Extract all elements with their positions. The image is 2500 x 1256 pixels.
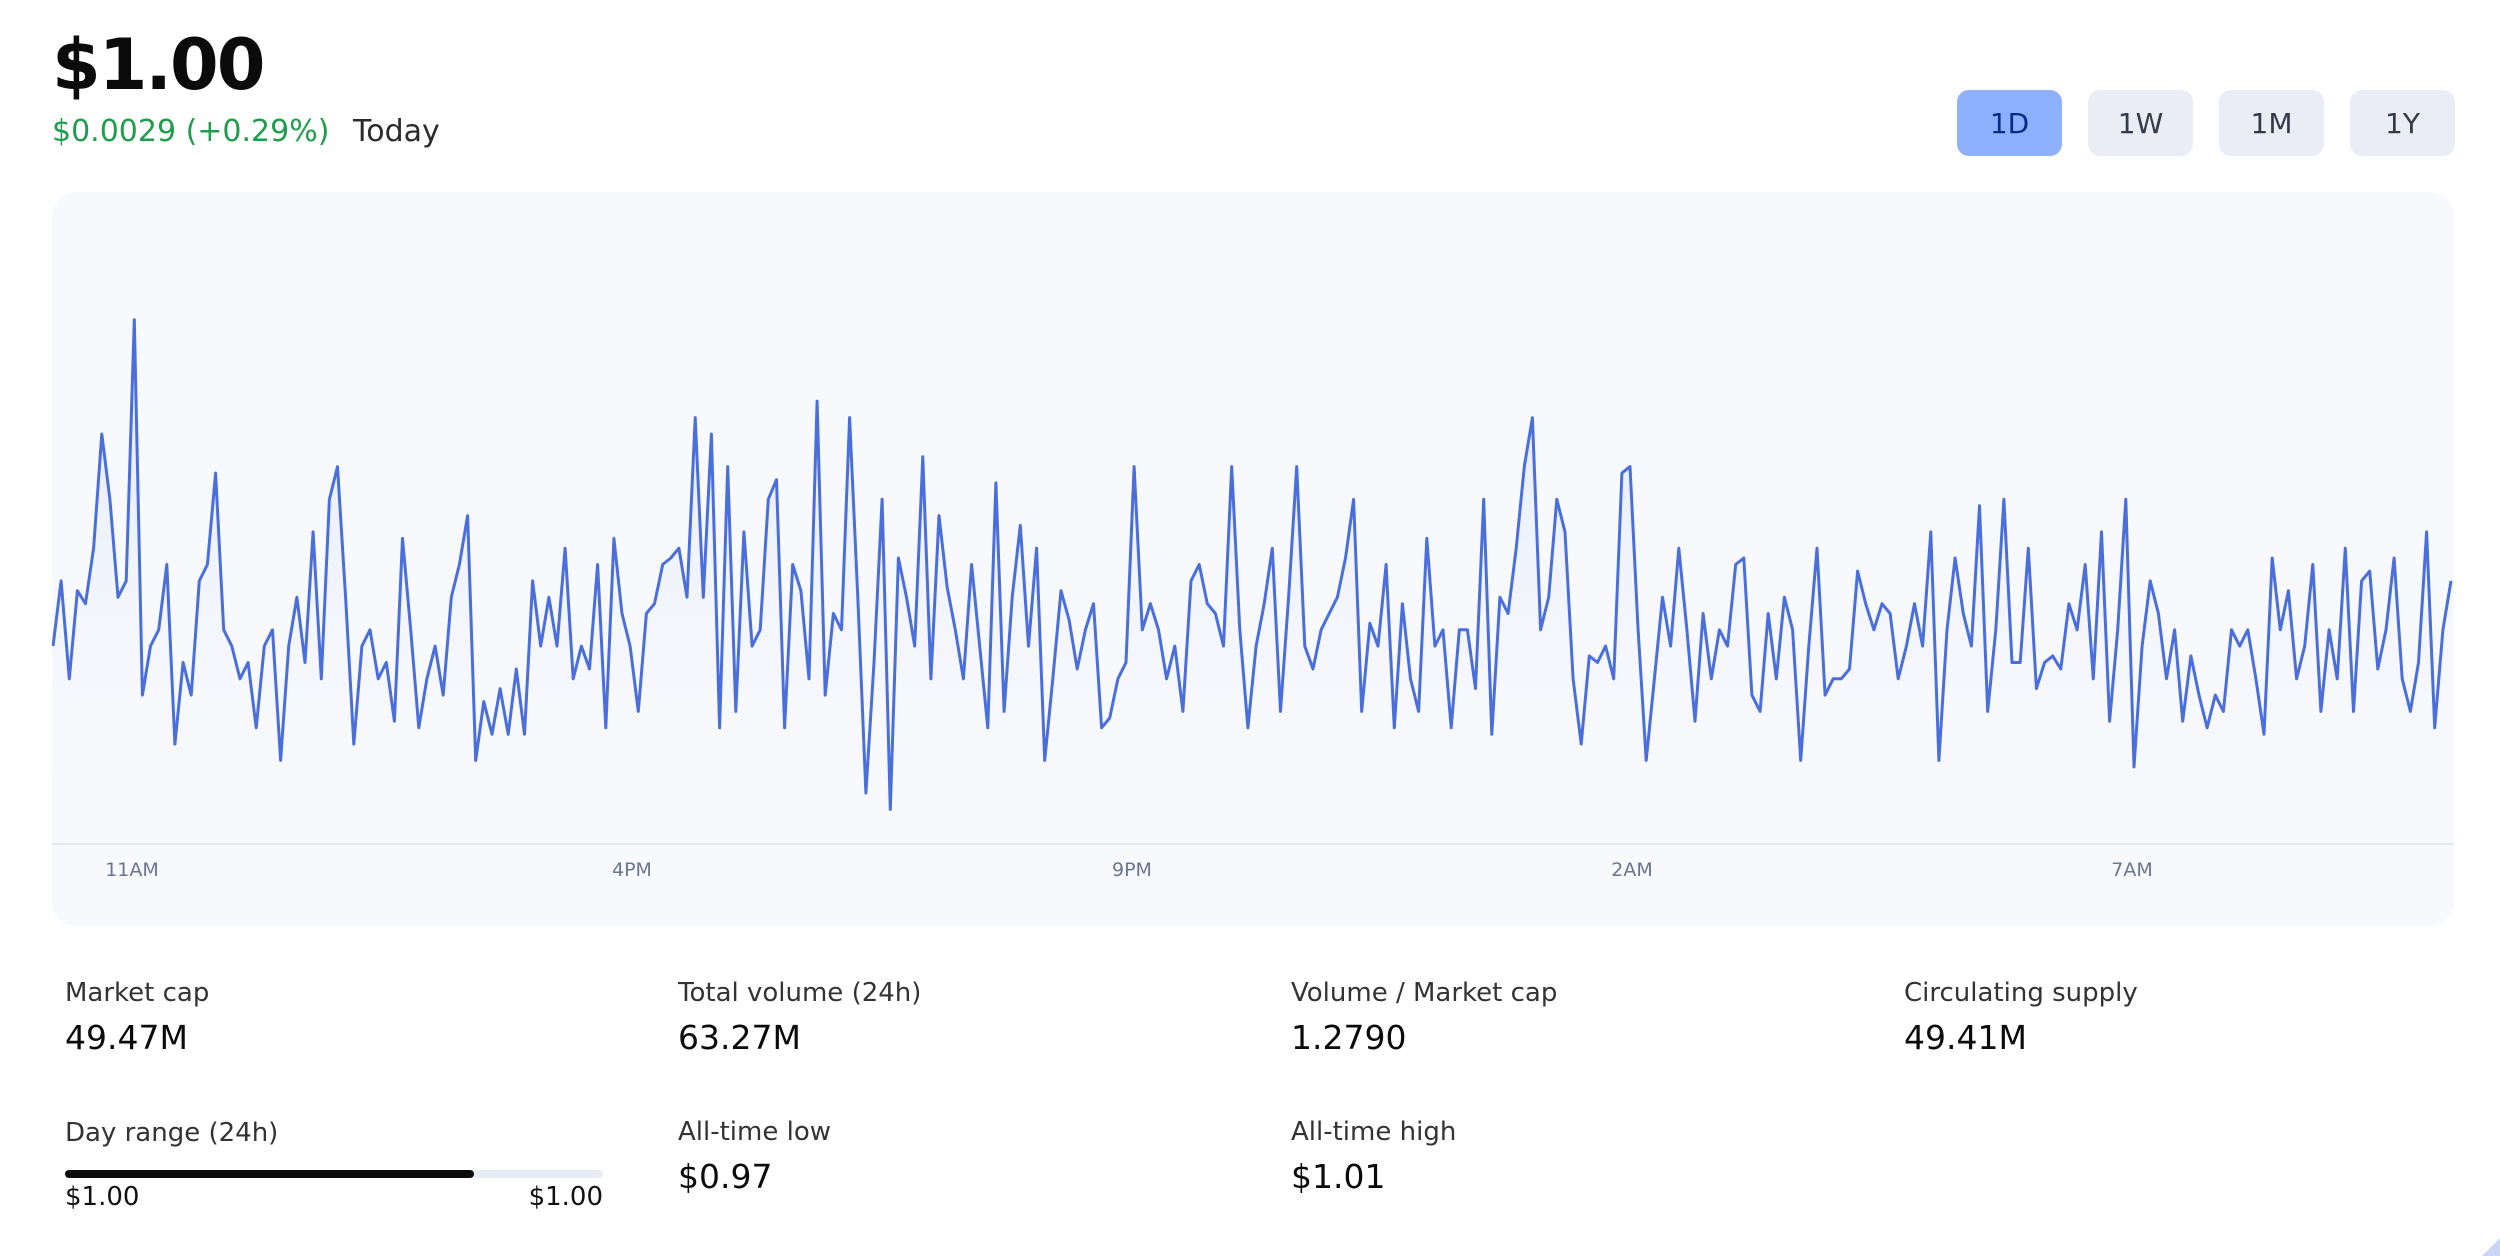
range-button-1y[interactable]: 1Y — [2350, 90, 2455, 156]
stat-value: 63.27M — [678, 1018, 801, 1057]
time-range-selector: 1D 1W 1M 1Y — [1957, 90, 2455, 156]
current-price: $1.00 — [52, 24, 265, 106]
price-change: $0.0029 (+0.29%) — [52, 114, 330, 149]
range-button-1d[interactable]: 1D — [1957, 90, 2062, 156]
price-chart[interactable]: 11AM 4PM 9PM 2AM 7AM — [52, 192, 2454, 926]
stat-value: 49.41M — [1904, 1018, 2027, 1057]
x-tick-label: 2AM — [1611, 859, 1652, 881]
stat-value: 1.2790 — [1291, 1018, 1407, 1057]
stat-label: Circulating supply — [1904, 978, 2138, 1008]
stat-value: $0.97 — [678, 1157, 773, 1196]
stat-label: Total volume (24h) — [678, 978, 922, 1008]
range-button-1m[interactable]: 1M — [2219, 90, 2324, 156]
price-chart-svg: 11AM 4PM 9PM 2AM 7AM — [52, 318, 2454, 881]
change-period: Today — [353, 114, 440, 149]
stat-value: $1.01 — [1291, 1157, 1386, 1196]
x-axis-ticks: 11AM 4PM 9PM 2AM 7AM — [105, 859, 2153, 881]
price-change-row: $0.0029 (+0.29%) Today — [52, 114, 440, 149]
day-range-high: $1.00 — [528, 1182, 603, 1212]
day-range-low: $1.00 — [65, 1182, 140, 1212]
range-button-1w[interactable]: 1W — [2088, 90, 2193, 156]
stat-label: Volume / Market cap — [1291, 978, 1558, 1008]
price-area — [53, 319, 2451, 842]
x-tick-label: 4PM — [612, 859, 652, 881]
stat-all-time-high: All-time high $1.01 — [1291, 1117, 1456, 1196]
x-tick-label: 11AM — [105, 859, 159, 881]
stat-value: 49.47M — [65, 1018, 188, 1057]
x-tick-label: 9PM — [1112, 859, 1152, 881]
x-tick-label: 7AM — [2111, 859, 2152, 881]
stat-market-cap: Market cap 49.47M — [65, 978, 209, 1057]
stat-label: Market cap — [65, 978, 210, 1008]
stat-label: All-time high — [1291, 1117, 1457, 1147]
day-range-bar — [65, 1170, 603, 1178]
day-range-fill — [65, 1170, 474, 1178]
day-range: Day range (24h) $1.00 $1.00 — [65, 1118, 603, 1212]
stat-all-time-low: All-time low $0.97 — [678, 1117, 831, 1196]
stat-label: All-time low — [678, 1117, 832, 1147]
stat-volume-market-cap: Volume / Market cap 1.2790 — [1291, 978, 1557, 1057]
price-line — [52, 318, 2453, 811]
corner-decoration — [2482, 1238, 2500, 1256]
stat-total-volume: Total volume (24h) 63.27M — [678, 978, 921, 1057]
stat-circulating-supply: Circulating supply 49.41M — [1904, 978, 2138, 1057]
day-range-label: Day range (24h) — [65, 1118, 279, 1148]
